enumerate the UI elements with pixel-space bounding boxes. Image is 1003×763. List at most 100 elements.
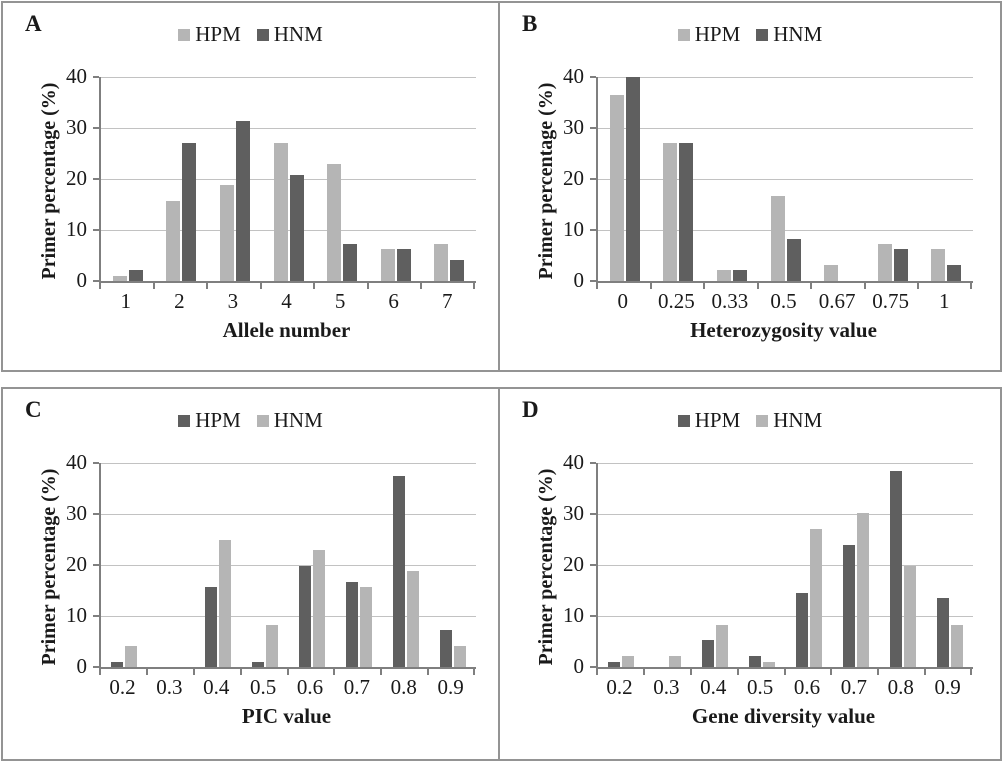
y-tick-mark [93,513,99,515]
y-tick-label: 0 [76,268,88,292]
x-axis-title: PIC value [241,704,332,728]
y-tick-mark [590,615,596,617]
legend-label: HNM [773,22,823,46]
x-tick-label: 1 [938,289,950,313]
legend-label: HPM [195,408,241,432]
bar-hpm-cat-0.8 [392,475,405,667]
y-tick-label: 10 [66,603,87,627]
x-tick-label: 2 [174,289,185,313]
y-tick-mark [93,666,99,668]
legend-item-hnm: HNM [756,24,822,45]
bar-hpm-cat-0.5 [770,195,785,281]
y-tick-mark [590,564,596,566]
x-tick-label: 0.8 [390,675,417,699]
legend-swatch-icon [256,28,269,41]
bar-hpm-cat-0.75 [877,243,892,281]
x-tick-mark [783,669,786,675]
y-tick-label: 40 [563,450,584,474]
y-tick-mark [590,513,596,515]
x-tick-label: 0 [617,289,629,313]
legend-swatch-icon [677,28,690,41]
bar-hpm-cat-5 [327,164,342,281]
x-axis-title: Heterozygosity value [690,318,877,342]
bar-hpm-cat-0.9 [936,598,949,667]
x-tick-label: 0.5 [770,289,797,313]
plot-area [596,77,973,283]
gridline [101,565,476,566]
x-tick-label: 0.5 [249,675,277,699]
y-tick-label: 10 [563,217,584,241]
y-tick-label: 40 [563,64,584,88]
x-tick-mark [596,669,598,675]
legend-item-hpm: HPM [178,24,241,45]
gridline [598,230,973,231]
x-tick-label: 0.67 [818,289,856,313]
gridline [101,230,476,231]
y-tick-mark [93,76,99,78]
x-tick-mark [99,283,101,289]
legend-swatch-icon [256,414,269,427]
legend-swatch-icon [756,28,769,41]
bar-hpm-cat-0.4 [702,640,715,667]
legend-item-hnm: HNM [256,410,323,431]
x-tick-mark [703,283,706,289]
legend: HPM HNM [500,410,1000,431]
bar-hnm-cat-0.2 [125,645,138,667]
gridline [101,616,476,617]
x-tick-label: 0.4 [203,675,230,699]
y-tick-label: 10 [563,603,584,627]
y-tick-mark [93,280,99,282]
bar-hpm-cat-1 [931,248,946,281]
y-tick-mark [93,127,99,129]
bar-hnm-cat-0.7 [856,512,869,667]
bar-hnm-cat-2 [182,142,197,281]
legend-item-hpm: HPM [677,408,741,432]
x-tick-label: 5 [334,289,346,313]
x-tick-mark [99,669,101,675]
x-axis-title: Gene diversity value [691,704,876,728]
y-tick-label: 40 [66,64,87,88]
bar-hnm-cat-0.6 [809,528,822,667]
legend-label: HPM [694,408,741,432]
bar-hpm-cat-1 [112,275,127,281]
y-tick-mark [93,178,99,180]
y-tick-mark [590,127,596,129]
x-tick-mark [313,283,316,289]
legend-item-hnm: HNM [256,24,323,45]
y-tick-label: 20 [66,166,87,190]
gridline [101,514,476,515]
y-tick-label: 20 [563,552,584,576]
bar-hpm-cat-0.2 [608,661,621,667]
x-tick-mark [473,283,475,289]
y-tick-label: 0 [573,268,585,292]
gridline [101,77,476,78]
legend: HPM HNM [500,24,1000,45]
panel-letter: D [522,397,539,422]
y-tick-label: 30 [563,115,584,139]
legend-swatch-icon [756,414,769,427]
x-tick-label: 0.8 [887,675,914,699]
x-tick-mark [286,669,289,675]
x-tick-mark [366,283,369,289]
y-tick-mark [93,229,99,231]
bar-hpm-cat-0.33 [716,270,731,281]
legend-label: HNM [773,408,823,432]
x-tick-label: 0.9 [934,675,961,699]
gridline [101,128,476,129]
bar-hnm-cat-0.9 [453,645,466,667]
gridline [101,179,476,180]
x-tick-label: 4 [281,289,292,313]
bar-hnm-cat-0.4 [716,624,729,667]
plot-area [99,77,476,283]
x-tick-label: 1 [120,289,132,313]
x-tick-label: 7 [441,289,453,313]
x-tick-label: 0.5 [746,675,774,699]
x-tick-label: 0.7 [840,675,867,699]
bar-hnm-cat-0.3 [669,656,682,667]
bar-hnm-cat-0.25 [679,142,694,281]
x-tick-mark [239,669,242,675]
bar-hnm-cat-4 [289,174,304,281]
chart-panel-B: B HPM HNM Primer percentage (%) 0 10 20 30 40 0 0.… [498,1,1002,372]
y-tick-label: 30 [563,501,584,525]
